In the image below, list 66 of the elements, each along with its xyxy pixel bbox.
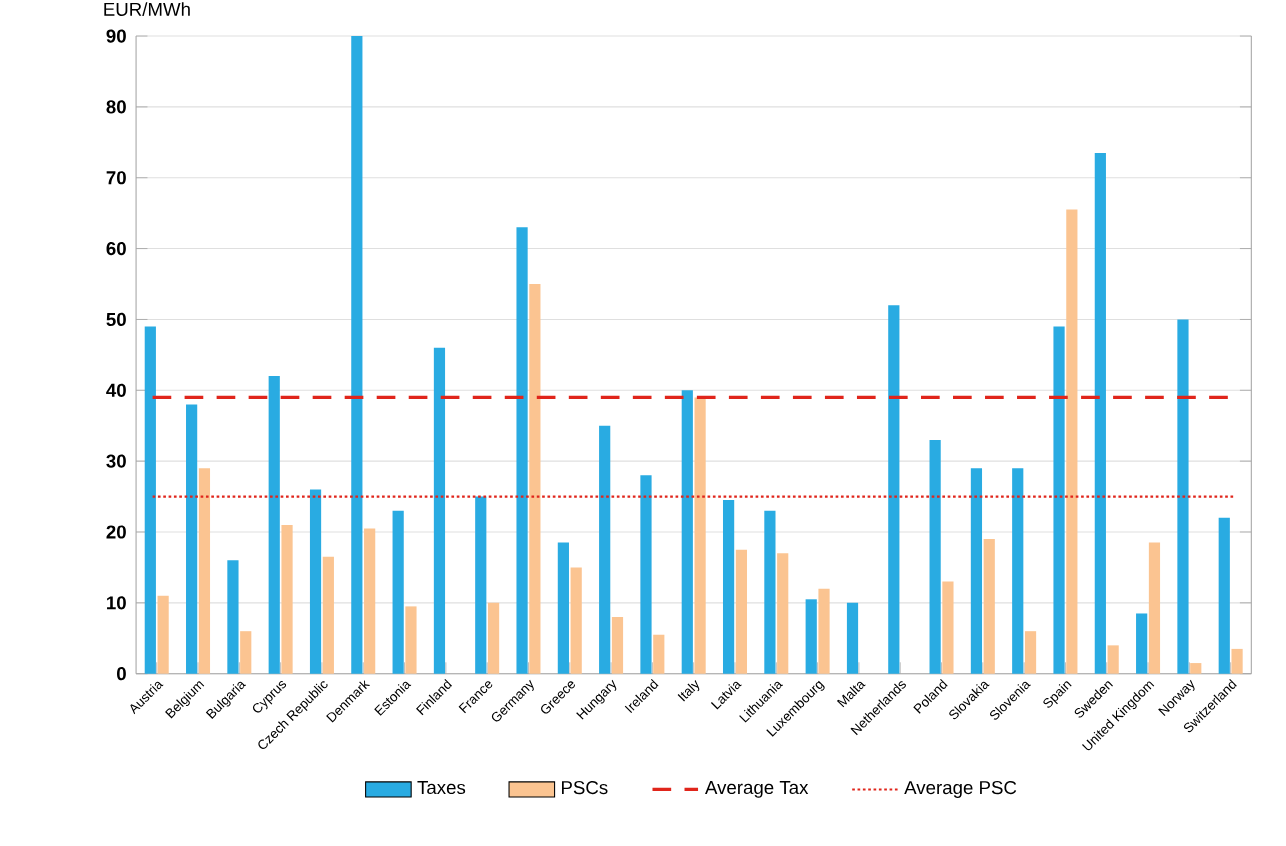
bar xyxy=(1066,209,1078,674)
bar xyxy=(764,510,776,674)
bar xyxy=(557,542,569,674)
bar xyxy=(681,390,693,674)
y-tick-label: 60 xyxy=(106,242,126,256)
bar xyxy=(805,599,817,674)
legend-label: Average PSC xyxy=(904,781,1017,798)
bar xyxy=(653,634,665,674)
y-tick-label: 0 xyxy=(117,667,126,681)
bar xyxy=(144,326,156,674)
legend-label: Average Tax xyxy=(705,781,809,798)
bar xyxy=(309,489,322,674)
bar xyxy=(529,284,541,674)
legend-label: PSCs xyxy=(562,781,608,795)
bar xyxy=(364,528,376,674)
y-tick-label: 30 xyxy=(106,454,126,468)
bar xyxy=(970,468,983,674)
bar xyxy=(735,549,748,674)
bar xyxy=(322,556,334,674)
bar xyxy=(227,560,239,674)
bar xyxy=(611,617,624,674)
bar xyxy=(694,397,706,674)
y-tick-label: 20 xyxy=(106,525,126,539)
y-tick-label: 70 xyxy=(106,171,126,185)
bar xyxy=(640,475,652,674)
bar xyxy=(405,606,417,674)
y-tick-label: 90 xyxy=(106,29,126,43)
y-tick-label: 50 xyxy=(106,312,126,327)
y-axis-title: EUR/MWh xyxy=(104,2,190,17)
bar xyxy=(433,347,446,674)
bar xyxy=(929,439,941,674)
bar xyxy=(475,496,487,674)
bar xyxy=(570,567,582,674)
bar xyxy=(1024,631,1037,674)
bar xyxy=(1190,663,1202,674)
bar xyxy=(281,525,293,674)
bar xyxy=(198,468,211,674)
bar xyxy=(1218,517,1230,674)
bar xyxy=(722,500,735,674)
legend-label: Taxes xyxy=(417,781,466,795)
bar xyxy=(1012,468,1024,674)
bar xyxy=(487,602,500,674)
bar xyxy=(983,539,995,674)
bar xyxy=(392,510,404,674)
bar xyxy=(1107,645,1119,674)
bar xyxy=(888,305,900,674)
bar xyxy=(1053,326,1065,674)
bar xyxy=(1148,542,1161,674)
bar xyxy=(599,425,611,674)
bar xyxy=(1231,648,1243,674)
bar xyxy=(1136,613,1148,674)
bar xyxy=(777,553,789,674)
bar xyxy=(157,595,169,674)
bar xyxy=(1177,319,1189,674)
bar xyxy=(268,376,280,674)
bar xyxy=(846,602,859,674)
bar xyxy=(516,227,528,674)
bar xyxy=(186,404,198,674)
bar xyxy=(1094,153,1106,674)
y-tick-label: 40 xyxy=(106,383,126,397)
y-tick-label: 10 xyxy=(107,596,126,610)
bar xyxy=(240,631,252,674)
y-tick-label: 80 xyxy=(106,100,126,114)
bar xyxy=(351,36,363,674)
bar xyxy=(942,581,954,674)
bar xyxy=(818,588,830,674)
